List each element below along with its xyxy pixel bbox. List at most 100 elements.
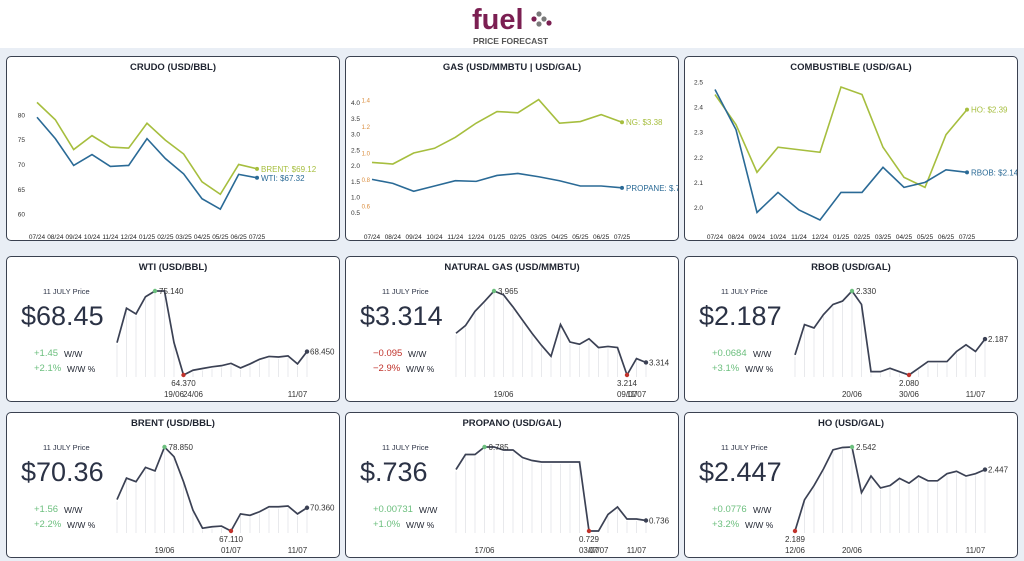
- series-line-wti: [36, 116, 258, 211]
- x-tick-label: 07/25: [959, 234, 976, 241]
- ww-change: +1.45: [34, 348, 59, 359]
- x-tick-label: 04/25: [551, 234, 568, 241]
- x-tick-label: 19/06: [493, 390, 514, 399]
- card-title: RBOB (USD/GAL): [811, 262, 891, 273]
- ww-change: +0.00731: [373, 504, 413, 515]
- ww-change: +0.0684: [712, 348, 747, 359]
- ww-pct-change: −2.9%: [373, 363, 401, 374]
- last-label: 0.736: [649, 517, 670, 526]
- chart-panel-crudo: CRUDO (USD/BBL) 60 65 70 75 80 07/24 08/24 09/2…: [6, 56, 340, 241]
- series-line-rbob: [714, 89, 968, 221]
- series-end-label: PROPANE: $.7·: [626, 184, 679, 193]
- price-card-propano: PROPANO (USD/GAL) 11 JULY Price $.736 +0…: [345, 412, 679, 558]
- x-tick-label: 09/24: [66, 234, 83, 241]
- x-tick-label: 06/25: [938, 234, 955, 241]
- x-tick-label: 01/25: [489, 234, 506, 241]
- series-line-ho: [714, 86, 968, 189]
- series-end-label: BRENT: $69.12: [261, 165, 317, 174]
- x-tick-label: 03/25: [531, 234, 548, 241]
- brand-tagline: PRICE FORECAST: [473, 36, 549, 46]
- last-point: [304, 349, 310, 354]
- ww-pct-change: +3.2%: [712, 519, 740, 530]
- x-tick-label: 03/25: [176, 234, 193, 241]
- sparkline-chart: 2.330 2.080 2.187 20/06 30/06 11/07: [794, 287, 1009, 399]
- price-value: $2.187: [699, 301, 782, 331]
- series-line-brent: [36, 101, 258, 196]
- y-tick-label: 2.3: [694, 130, 703, 137]
- series-end-label: RBOB: $2.14: [971, 168, 1018, 177]
- last-point: [643, 518, 649, 523]
- ww-change: +0.0776: [712, 504, 747, 515]
- x-tick-label: 01/25: [139, 234, 156, 241]
- ww-change: +1.56: [34, 504, 59, 515]
- as-of-label: 11 JULY Price: [43, 443, 90, 452]
- y-tick-label-right: 1.2: [362, 125, 371, 131]
- x-tick-label: 10/24: [84, 234, 101, 241]
- last-point: [304, 505, 310, 510]
- x-tick-label: 05/25: [917, 234, 934, 241]
- price-value: $.736: [360, 457, 428, 487]
- max-label: 2.542: [856, 443, 877, 452]
- x-tick-label: 20/06: [842, 546, 863, 555]
- x-tick-label: 11/24: [791, 234, 807, 241]
- as-of-label: 11 JULY Price: [382, 443, 429, 452]
- series-end-point: [620, 120, 624, 125]
- last-label: 68.450: [310, 348, 335, 357]
- ww-pct-label: W/W %: [67, 520, 96, 530]
- ww-label: W/W: [419, 505, 438, 515]
- x-tick-label: 12/24: [812, 234, 829, 241]
- ww-label: W/W: [753, 349, 772, 359]
- brand-name: fuel: [472, 4, 524, 36]
- max-point: [491, 288, 497, 294]
- x-tick-label: 08/24: [385, 234, 402, 241]
- series-line-ng: [371, 98, 623, 165]
- last-point: [982, 336, 988, 342]
- series-end-label: NG: $3.38: [626, 118, 663, 127]
- x-tick-label: 08/24: [728, 234, 745, 241]
- sparkline-chart: 78.850 67.110 70.360 19/06 01/07 11/07: [116, 443, 335, 555]
- min-label: 67.110: [219, 535, 243, 544]
- sparkline-line: [116, 445, 308, 533]
- card-title: BRENT (USD/BBL): [131, 418, 215, 429]
- brand-logo: fuel PRICE FORECAST: [472, 4, 552, 46]
- min-point: [792, 528, 798, 534]
- y-tick-label: 1.5: [351, 179, 360, 186]
- min-point: [181, 372, 186, 378]
- card-title: PROPANO (USD/GAL): [462, 418, 562, 429]
- y-tick-label: 2.5: [351, 147, 360, 154]
- combustible-chart: 2.0 2.1 2.2 2.3 2.4 2.5 07/24 08/24 09/24 10/24 11…: [694, 80, 1018, 241]
- y-tick-label: 2.1: [694, 180, 703, 187]
- min-point: [906, 372, 912, 378]
- x-tick-label: 12/24: [121, 234, 138, 241]
- y-tick-label: 3.5: [351, 116, 360, 123]
- x-tick-label: 06/25: [231, 234, 248, 241]
- ww-pct-label: W/W %: [745, 364, 774, 374]
- y-tick-label-right: 1.4: [362, 99, 371, 105]
- x-tick-label: 07/24: [29, 234, 46, 241]
- ww-pct-label: W/W %: [406, 520, 435, 530]
- min-label: 2.080: [899, 379, 920, 388]
- max-point: [152, 288, 158, 294]
- series-line-propane: [371, 172, 623, 193]
- ww-label: W/W: [408, 349, 427, 359]
- price-value: $3.314: [360, 301, 443, 331]
- x-tick-label: 30/06: [899, 390, 920, 399]
- price-card-ho: HO (USD/GAL) 11 JULY Price $2.447 +0.077…: [684, 412, 1018, 558]
- y-tick-label-right: 0.8: [362, 178, 371, 184]
- sparkline-chart: 2.542 2.189 2.447 12/06 20/06 11/07: [785, 443, 1009, 555]
- y-tick-label-right: 0.6: [362, 204, 371, 210]
- x-tick-label: 11/07: [288, 546, 308, 555]
- crudo-chart: 60 65 70 75 80 07/24 08/24 09/24 10/24 11/24 12/24…: [18, 101, 317, 241]
- ww-pct-change: +2.2%: [34, 519, 62, 530]
- chart-panel-gas: GAS (USD/MMBTU | USD/GAL) 0.5 1.0 1.5 2.0 2.…: [345, 56, 679, 241]
- as-of-label: 11 JULY Price: [721, 443, 768, 452]
- ww-pct-change: +2.1%: [34, 363, 62, 374]
- y-tick-label: 2.0: [351, 163, 360, 170]
- brand-dots-icon: [531, 11, 552, 27]
- y-tick-label: 2.0: [694, 205, 703, 212]
- sparkline-line: [794, 289, 986, 376]
- ww-change: −0.095: [373, 348, 403, 359]
- series-end-label: HO: $2.39: [971, 106, 1008, 115]
